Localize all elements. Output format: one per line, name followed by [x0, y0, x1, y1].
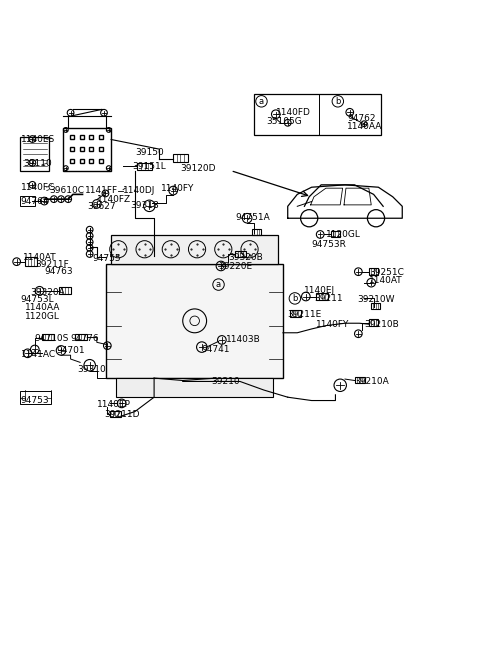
Text: 39627: 39627 — [87, 202, 116, 211]
Bar — [290, 310, 300, 317]
Bar — [355, 377, 365, 383]
Text: 39211F: 39211F — [35, 260, 69, 269]
Text: 94751A: 94751A — [235, 213, 270, 222]
Text: 39120D: 39120D — [180, 163, 216, 173]
Text: a: a — [216, 280, 221, 289]
Text: 39211: 39211 — [314, 294, 343, 303]
Bar — [371, 303, 380, 309]
Text: 39320A: 39320A — [30, 288, 65, 297]
Text: 1140DJ: 1140DJ — [123, 186, 156, 195]
Text: 39150: 39150 — [135, 148, 164, 157]
Text: 1140AT: 1140AT — [369, 276, 402, 285]
Bar — [316, 293, 328, 300]
Bar — [331, 231, 340, 237]
Bar — [42, 334, 54, 340]
Bar — [254, 94, 381, 134]
Text: b: b — [292, 294, 298, 303]
Text: 11403B: 11403B — [226, 335, 261, 344]
Text: 94763: 94763 — [44, 267, 73, 276]
Text: 1140FZ: 1140FZ — [97, 195, 131, 203]
Text: 35105G: 35105G — [266, 117, 302, 127]
Text: 94764: 94764 — [21, 197, 49, 206]
Bar — [63, 127, 111, 171]
Text: 1140ES: 1140ES — [21, 135, 55, 144]
Text: 1140EJ: 1140EJ — [304, 286, 336, 295]
Text: 1120GL: 1120GL — [326, 230, 361, 239]
Text: 1140AT: 1140AT — [23, 253, 57, 262]
Text: 39210W: 39210W — [357, 295, 395, 304]
Text: 1140FY: 1140FY — [316, 319, 350, 329]
Text: 39220E: 39220E — [218, 262, 252, 272]
Text: 94701: 94701 — [56, 346, 85, 356]
Text: 94776: 94776 — [71, 334, 99, 343]
Text: 39320B: 39320B — [228, 253, 263, 262]
Text: 39211E: 39211E — [288, 310, 322, 319]
Text: 39210B: 39210B — [364, 319, 399, 329]
Bar — [369, 319, 378, 325]
Text: 1140AA: 1140AA — [348, 122, 383, 131]
Text: 39210A: 39210A — [355, 377, 389, 386]
Text: 1141AC: 1141AC — [21, 350, 56, 359]
Bar — [137, 163, 152, 169]
Text: 1140EP: 1140EP — [97, 400, 131, 409]
Text: 39318: 39318 — [130, 201, 159, 210]
Text: 94753R: 94753R — [312, 240, 347, 249]
Text: 39610C: 39610C — [49, 186, 84, 195]
Bar — [75, 334, 87, 340]
Bar — [369, 268, 378, 275]
Text: 1140AA: 1140AA — [25, 303, 60, 312]
Text: b: b — [335, 97, 340, 106]
Bar — [110, 411, 120, 417]
Bar — [252, 229, 262, 235]
Text: 94741: 94741 — [202, 345, 230, 354]
Bar — [107, 264, 283, 378]
Bar — [116, 378, 274, 397]
Text: 94762: 94762 — [348, 113, 376, 123]
Text: a: a — [259, 97, 264, 106]
Bar — [59, 287, 71, 294]
Bar — [21, 137, 49, 171]
Text: 1120GL: 1120GL — [25, 312, 60, 321]
Text: 94755: 94755 — [92, 255, 120, 263]
Bar — [173, 154, 188, 162]
Text: 1140FY: 1140FY — [161, 184, 194, 193]
Text: 94753: 94753 — [21, 396, 49, 405]
Bar — [25, 257, 37, 266]
Bar — [235, 251, 246, 257]
Text: 94753L: 94753L — [21, 295, 54, 304]
Text: 39251C: 39251C — [369, 268, 404, 277]
Text: 1140FC: 1140FC — [21, 183, 55, 192]
Bar — [21, 391, 51, 404]
Text: 39210: 39210 — [211, 377, 240, 386]
Text: 39110: 39110 — [23, 159, 52, 168]
Bar — [21, 195, 35, 206]
Text: 1140FD: 1140FD — [276, 108, 311, 117]
Text: 39310: 39310 — [78, 365, 107, 375]
Text: 39151L: 39151L — [132, 162, 167, 171]
Bar — [111, 235, 278, 264]
Text: 94710S: 94710S — [35, 334, 69, 343]
Text: 1141FF: 1141FF — [85, 186, 118, 195]
Text: 39211D: 39211D — [104, 411, 140, 419]
